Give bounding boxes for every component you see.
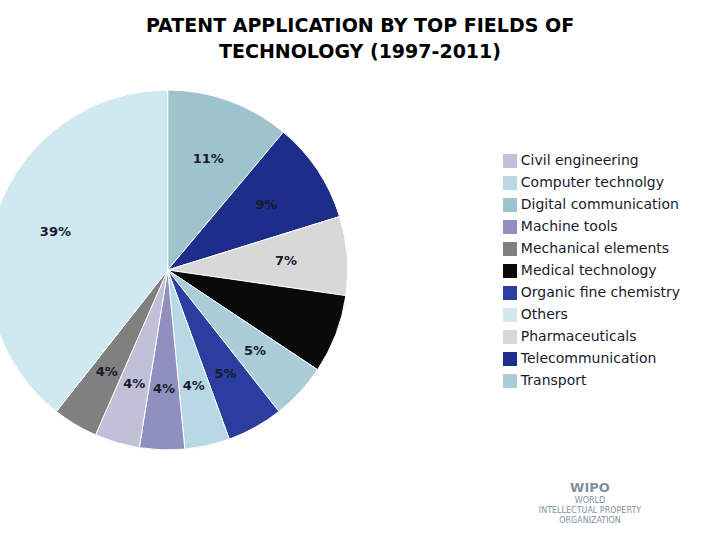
html-text:Digital communication: Digital communication [520, 196, 679, 212]
svg-text:4%: 4% [153, 381, 175, 396]
html-text:Civil engineering: Civil engineering [520, 152, 639, 168]
html-text:TECHNOLOGY (1997-2011): TECHNOLOGY (1997-2011) [219, 40, 501, 62]
html-text:Organic fine chemistry: Organic fine chemistry [520, 284, 680, 300]
svg-text:9%: 9% [256, 197, 278, 212]
html-text:Medical technology: Medical technology [520, 262, 657, 278]
svg-text:5%: 5% [214, 366, 236, 381]
svg-text:4%: 4% [183, 378, 205, 393]
html-text:Machine tools: Machine tools [520, 218, 618, 234]
html-text:Transport: Transport [520, 372, 587, 388]
html-text:ORGANIZATION: ORGANIZATION [559, 516, 621, 525]
svg-text:39%: 39% [40, 224, 71, 239]
html-text:PATENT APPLICATION BY TOP FIEL: PATENT APPLICATION BY TOP FIELDS OF [145, 14, 575, 36]
svg-text:4%: 4% [123, 376, 145, 391]
html-text:INTELLECTUAL PROPERTY: INTELLECTUAL PROPERTY [538, 506, 642, 515]
svg-text:11%: 11% [193, 151, 224, 166]
html-text:Mechanical elements: Mechanical elements [520, 240, 669, 256]
html-text:Others: Others [520, 306, 568, 322]
html-text:Pharmaceuticals: Pharmaceuticals [520, 328, 637, 344]
svg-text:7%: 7% [275, 253, 297, 268]
html-text:Computer technolgy: Computer technolgy [520, 174, 664, 190]
svg-text:5%: 5% [244, 343, 266, 358]
html-text:WIPO: WIPO [570, 480, 610, 495]
svg-text:4%: 4% [96, 364, 118, 379]
html-text:Telecommunication: Telecommunication [520, 350, 657, 366]
html-text:WORLD: WORLD [574, 496, 606, 505]
